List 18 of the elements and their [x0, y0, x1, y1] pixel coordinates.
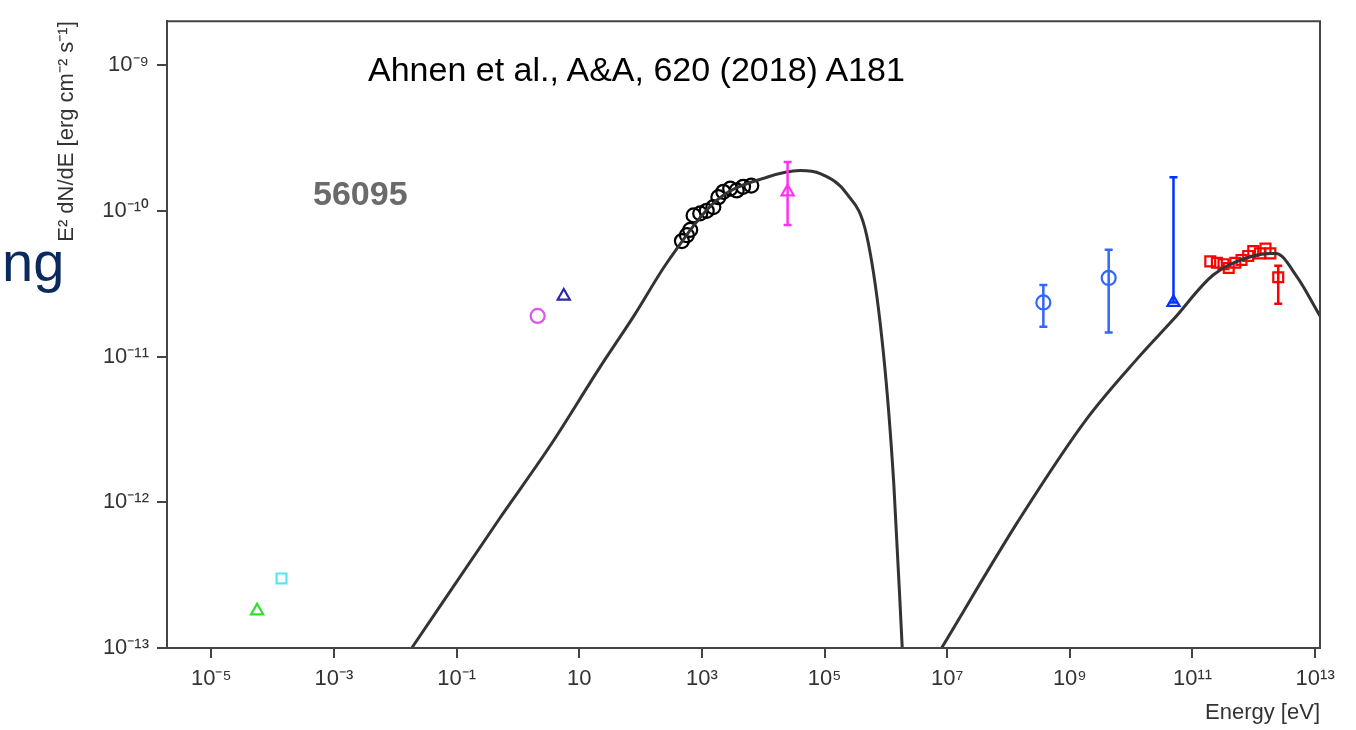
x-axis-title: Energy [eV] [1205, 698, 1320, 724]
y-tick-label: 10⁻⁹ [108, 51, 149, 77]
x-tick-label: 10⁵ [807, 665, 842, 691]
y-tick-label: 10⁻¹³ [102, 634, 149, 660]
y-tick-label: 10⁻¹² [102, 488, 149, 514]
y-tick-label: 10⁻¹⁰ [102, 196, 149, 222]
x-tick-label: 10¹¹ [1172, 665, 1213, 691]
x-tick-label: 10⁷ [930, 665, 964, 691]
x-tick-label: 10⁻⁵ [190, 665, 232, 691]
x-tick-label: 10¹³ [1295, 665, 1335, 691]
x-tick-label: 10⁹ [1052, 665, 1087, 691]
x-tick-label: 10⁻¹ [437, 665, 476, 691]
x-tick-label: 10⁻³ [314, 665, 354, 691]
annotation: Ahnen et al., A&A, 620 (2018) A181 [368, 50, 905, 88]
y-tick-label: 10⁻¹¹ [102, 342, 149, 368]
x-tick-label: 10 [566, 665, 592, 691]
x-tick-label: 10³ [685, 665, 718, 691]
annotation: 56095 [313, 174, 408, 212]
